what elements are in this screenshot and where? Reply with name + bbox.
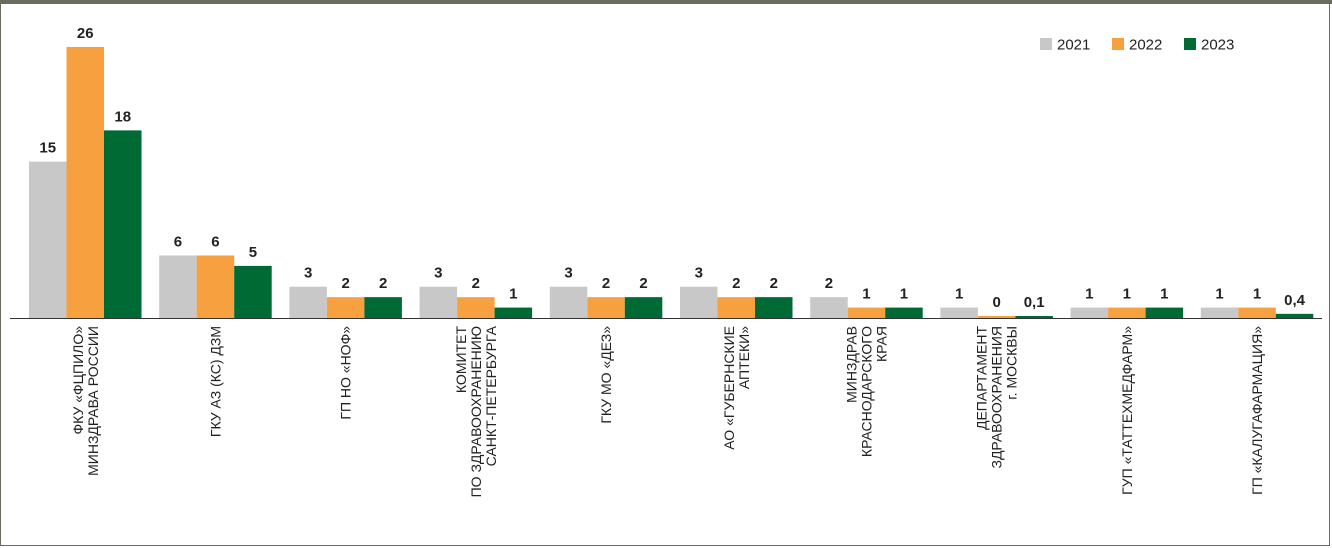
bar-2022-0 (66, 47, 104, 318)
bar-2023-5 (755, 297, 793, 318)
bar-2021-0 (29, 161, 67, 318)
bar-2021-5 (680, 286, 718, 318)
value-label-2021-9: 1 (1215, 286, 1223, 303)
category-label-6: МИНЗДРАВКРАСНОДАРСКОГОКРАЯ (843, 326, 889, 457)
category-label-line: КОМИТЕТ (453, 326, 469, 394)
bar-2022-5 (717, 297, 755, 318)
bar-2021-9 (1200, 307, 1239, 318)
bar-2021-4 (549, 286, 588, 318)
value-label-2021-0: 15 (39, 140, 56, 157)
value-label-2022-4: 2 (602, 275, 610, 292)
value-label-2022-0: 26 (77, 25, 94, 42)
category-label-line: г. МОСКВЫ (1004, 326, 1020, 400)
category-label-line: ДЕПАРТАМЕНТ (974, 326, 990, 430)
bar-2022-6 (847, 307, 886, 318)
category-label-line: САНКТ-ПЕТЕРБУРГА (483, 325, 499, 466)
bar-2023-9 (1275, 313, 1314, 318)
value-label-2021-1: 6 (174, 233, 182, 250)
value-label-2021-6: 2 (825, 275, 833, 292)
category-label-line: АО «ГУБЕРНСКИЕ (721, 326, 737, 450)
bar-2021-2 (289, 286, 327, 318)
category-label-5: АО «ГУБЕРНСКИЕАПТЕКИ» (721, 326, 752, 450)
category-label-line: МИНЗДРАВА РОССИИ (85, 326, 101, 476)
bar-2021-8 (1070, 307, 1109, 318)
value-label-2023-2: 2 (379, 275, 387, 292)
bar-2023-7 (1015, 316, 1053, 318)
bar-2021-6 (810, 297, 848, 318)
bar-2023-4 (624, 297, 663, 318)
value-label-2023-7: 0,1 (1024, 294, 1045, 311)
value-label-2023-4: 2 (639, 275, 647, 292)
bar-2023-2 (364, 297, 402, 318)
legend-swatch-2021 (1040, 38, 1052, 50)
category-label-9: ГП «КАЛУГАФАРМАЦИЯ» (1249, 326, 1265, 495)
bar-2023-3 (494, 307, 533, 318)
category-label-line: ЗДРАВООХРАНЕНИЯ (989, 326, 1005, 469)
value-label-2022-7: 0 (992, 294, 1000, 311)
value-label-2021-2: 3 (304, 265, 312, 282)
value-label-2022-3: 2 (472, 275, 480, 292)
value-label-2023-1: 5 (249, 244, 257, 261)
bar-2023-1 (234, 265, 272, 318)
category-label-line: ГКУ АЗ (КС) ДЗМ (207, 326, 223, 437)
value-label-2022-9: 1 (1253, 286, 1261, 303)
value-label-2022-2: 2 (341, 275, 349, 292)
legend-label-2022: 2022 (1129, 37, 1162, 54)
category-label-0: ФКУ «ФЦПИЛО»МИНЗДРАВА РОССИИ (70, 326, 101, 476)
category-label-7: ДЕПАРТАМЕНТЗДРАВООХРАНЕНИЯг. МОСКВЫ (974, 326, 1020, 469)
bar-2023-6 (885, 307, 923, 318)
bar-2022-4 (587, 297, 625, 318)
bar-2022-1 (196, 255, 235, 318)
category-label-3: КОМИТЕТПО ЗДРАВООХРАНЕНИЮСАНКТ-ПЕТЕРБУРГ… (453, 325, 499, 497)
bar-2021-3 (419, 286, 458, 318)
category-label-line: КРАСНОДАРСКОГО (858, 326, 874, 457)
bar-2022-7 (977, 316, 1016, 318)
category-label-1: ГКУ АЗ (КС) ДЗМ (207, 326, 223, 437)
bar-2022-3 (457, 297, 495, 318)
value-label-2022-5: 2 (732, 275, 740, 292)
category-label-8: ГУП «ТАТТЕХМЕДФАРМ» (1119, 326, 1135, 495)
legend-label-2023: 2023 (1201, 37, 1234, 54)
top-border (0, 0, 1332, 4)
value-label-2022-8: 1 (1123, 286, 1131, 303)
category-label-line: ГП «КАЛУГАФАРМАЦИЯ» (1249, 326, 1265, 495)
value-label-2021-8: 1 (1085, 286, 1093, 303)
category-label-line: ГУП «ТАТТЕХМЕДФАРМ» (1119, 326, 1135, 495)
legend-swatch-2022 (1112, 38, 1124, 50)
category-label-2: ГП НО «НОФ» (338, 326, 354, 420)
bar-2022-8 (1108, 307, 1146, 318)
value-label-2021-3: 3 (434, 265, 442, 282)
value-label-2021-5: 3 (695, 265, 703, 282)
value-label-2023-9: 0,4 (1284, 292, 1306, 309)
legend-swatch-2023 (1184, 38, 1196, 50)
category-label-line: АПТЕКИ» (736, 326, 752, 389)
category-label-line: ГП НО «НОФ» (338, 326, 354, 420)
legend-label-2021: 2021 (1057, 37, 1090, 54)
value-label-2023-6: 1 (900, 286, 908, 303)
value-label-2023-0: 18 (114, 108, 131, 125)
bar-2023-8 (1145, 307, 1184, 318)
value-label-2021-7: 1 (955, 286, 963, 303)
category-label-line: КРАЯ (873, 326, 889, 362)
category-label-4: ГКУ МО «ДЕЗ» (598, 326, 614, 424)
category-label-line: ГКУ МО «ДЕЗ» (598, 326, 614, 424)
bar-2022-9 (1238, 307, 1276, 318)
bar-2021-1 (159, 255, 197, 318)
category-label-line: МИНЗДРАВ (843, 326, 859, 403)
value-label-2022-6: 1 (862, 286, 870, 303)
category-label-line: ФКУ «ФЦПИЛО» (70, 326, 86, 435)
bar-2022-2 (326, 297, 365, 318)
value-label-2023-5: 2 (770, 275, 778, 292)
bar-2021-7 (940, 307, 978, 318)
value-label-2023-8: 1 (1160, 286, 1168, 303)
value-label-2021-4: 3 (564, 265, 572, 282)
bar-2023-0 (104, 130, 142, 318)
value-label-2022-1: 6 (211, 233, 219, 250)
category-label-line: ПО ЗДРАВООХРАНЕНИЮ (468, 326, 484, 497)
value-label-2023-3: 1 (509, 286, 517, 303)
